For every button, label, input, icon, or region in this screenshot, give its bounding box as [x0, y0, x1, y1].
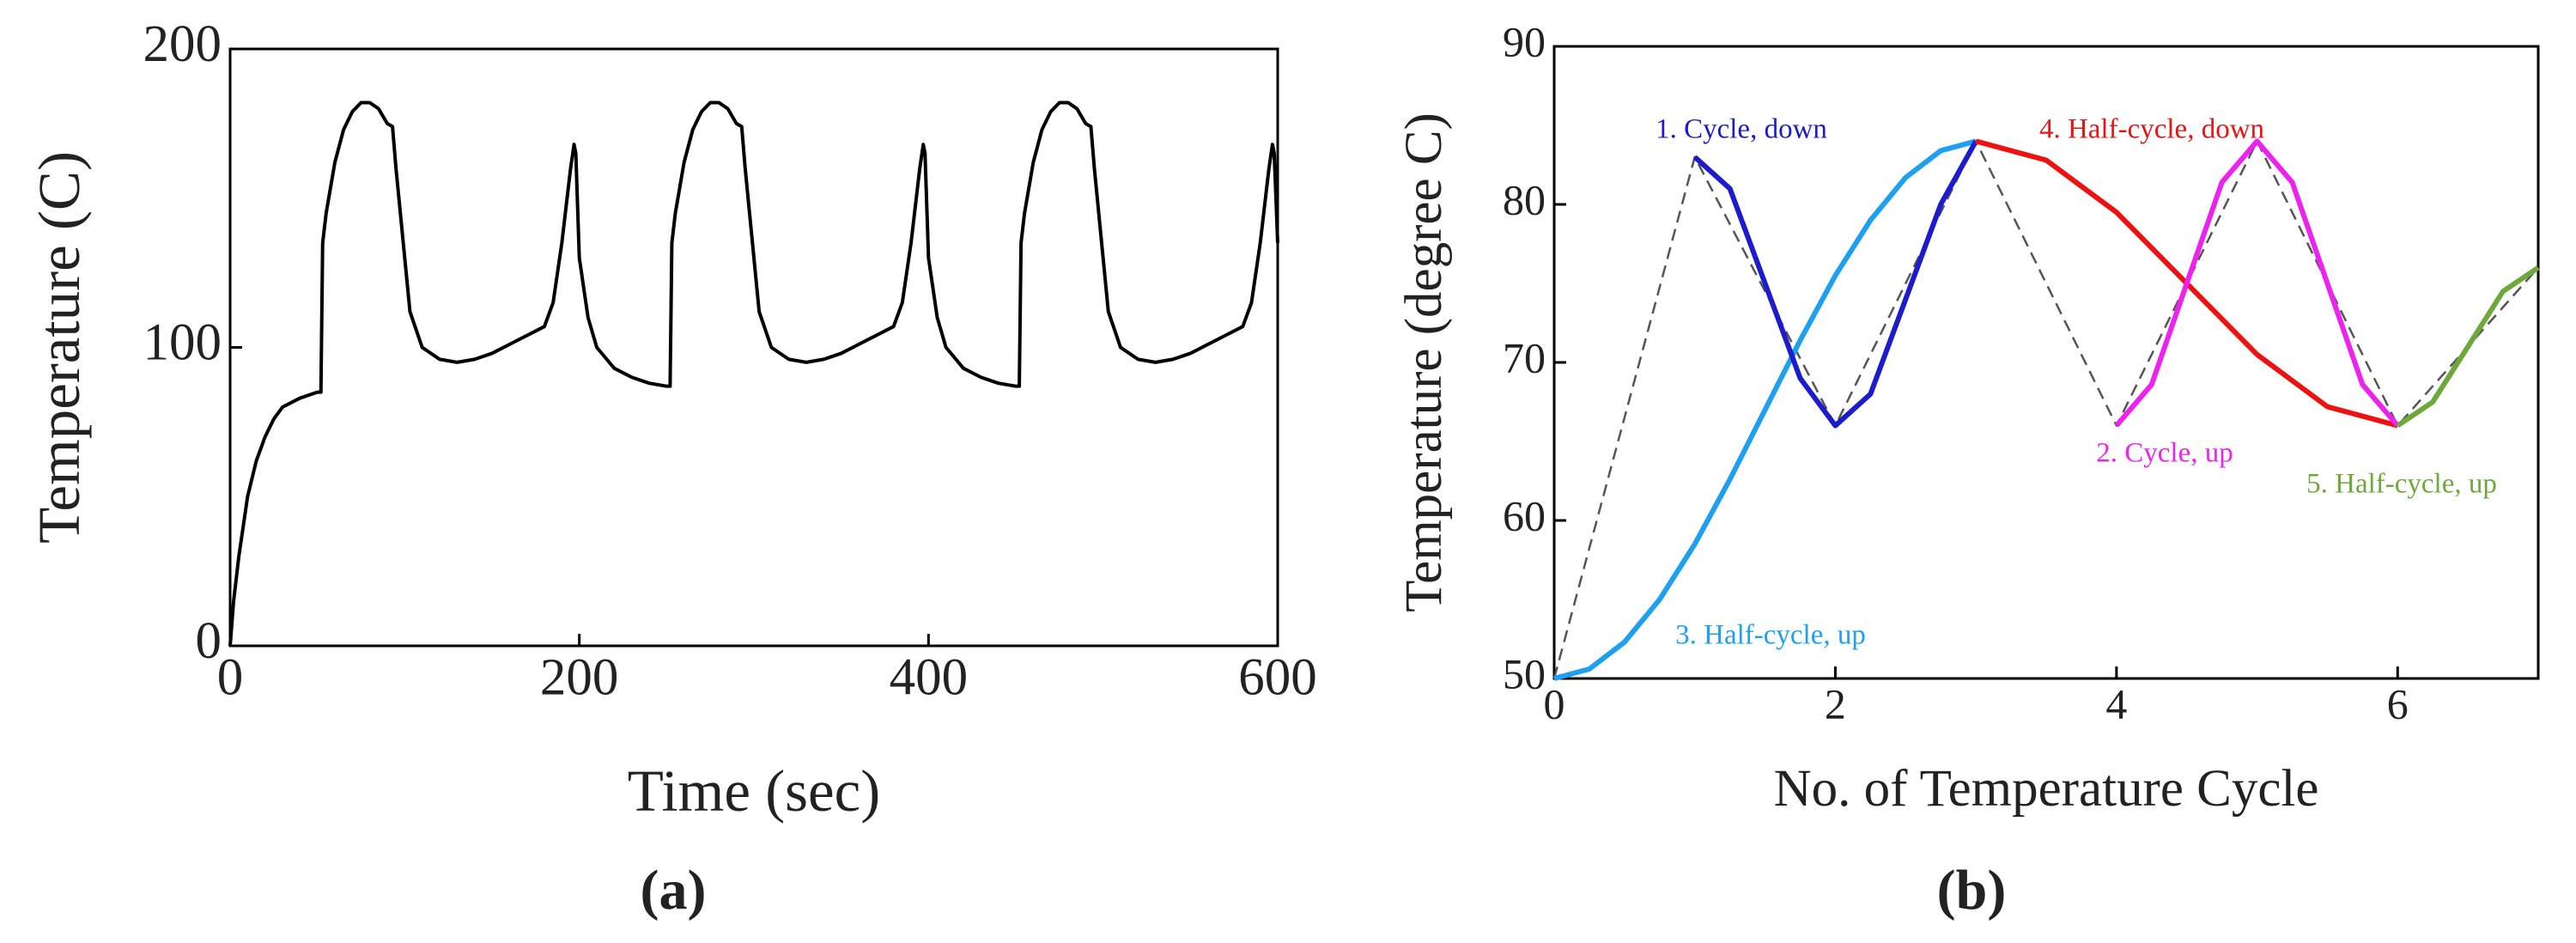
data-line — [2396, 265, 2540, 429]
y-tick-label: 90 — [1503, 17, 1546, 65]
x-axis-label: Time (sec) — [628, 758, 881, 824]
series-label: 3. Half-cycle, up — [1675, 620, 1866, 651]
caption: (a) — [641, 859, 707, 922]
y-tick-label: 100 — [143, 314, 222, 372]
data-line — [2114, 138, 2400, 428]
x-tick-label: 6 — [2387, 679, 2409, 727]
data-line — [1553, 138, 1977, 681]
y-tick-label: 50 — [1503, 649, 1546, 697]
y-tick-label: 60 — [1503, 491, 1546, 539]
y-tick-label: 200 — [143, 15, 222, 73]
reference-line — [1552, 140, 2539, 679]
x-tick-label: 0 — [217, 649, 244, 707]
y-axis-label: Temperature (C) — [27, 151, 92, 544]
data-line — [228, 100, 1279, 647]
x-tick-label: 2 — [1825, 679, 1846, 727]
data-line — [1692, 139, 1978, 429]
x-tick-label: 600 — [1238, 649, 1317, 707]
y-tick-label: 70 — [1503, 333, 1546, 381]
x-tick-label: 200 — [540, 649, 619, 707]
series-label: 5. Half-cycle, up — [2306, 469, 2497, 500]
caption: (b) — [1937, 859, 2007, 922]
x-tick-label: 4 — [2105, 679, 2127, 727]
y-axis-label: Temperature (degree C) — [1395, 113, 1453, 612]
series-label: 4. Half-cycle, down — [2039, 114, 2264, 145]
series-label: 1. Cycle, down — [1656, 114, 1827, 145]
x-tick-label: 400 — [890, 649, 969, 707]
x-axis-label: No. of Temperature Cycle — [1774, 760, 2319, 818]
y-tick-label: 80 — [1503, 175, 1546, 223]
x-tick-label: 0 — [1544, 679, 1565, 727]
y-tick-label: 0 — [196, 612, 222, 670]
series-label: 2. Cycle, up — [2096, 438, 2233, 469]
